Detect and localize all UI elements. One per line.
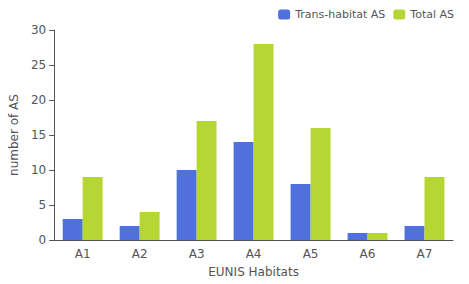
svg-text:A5: A5 xyxy=(303,247,319,261)
svg-text:EUNIS Habitats: EUNIS Habitats xyxy=(208,265,299,279)
svg-text:Trans-habitat AS: Trans-habitat AS xyxy=(294,8,385,21)
svg-text:A3: A3 xyxy=(189,247,205,261)
svg-text:20: 20 xyxy=(31,93,46,107)
svg-text:25: 25 xyxy=(31,58,46,72)
svg-text:30: 30 xyxy=(31,23,46,37)
svg-text:A6: A6 xyxy=(360,247,376,261)
svg-text:0: 0 xyxy=(39,233,47,247)
svg-text:number of AS: number of AS xyxy=(7,94,21,176)
svg-text:A7: A7 xyxy=(417,247,433,261)
svg-text:Total AS: Total AS xyxy=(409,8,454,21)
svg-text:A2: A2 xyxy=(132,247,148,261)
svg-text:10: 10 xyxy=(31,163,46,177)
svg-text:5: 5 xyxy=(39,198,47,212)
svg-text:15: 15 xyxy=(31,128,46,142)
svg-text:A1: A1 xyxy=(75,247,91,261)
svg-text:A4: A4 xyxy=(246,247,262,261)
